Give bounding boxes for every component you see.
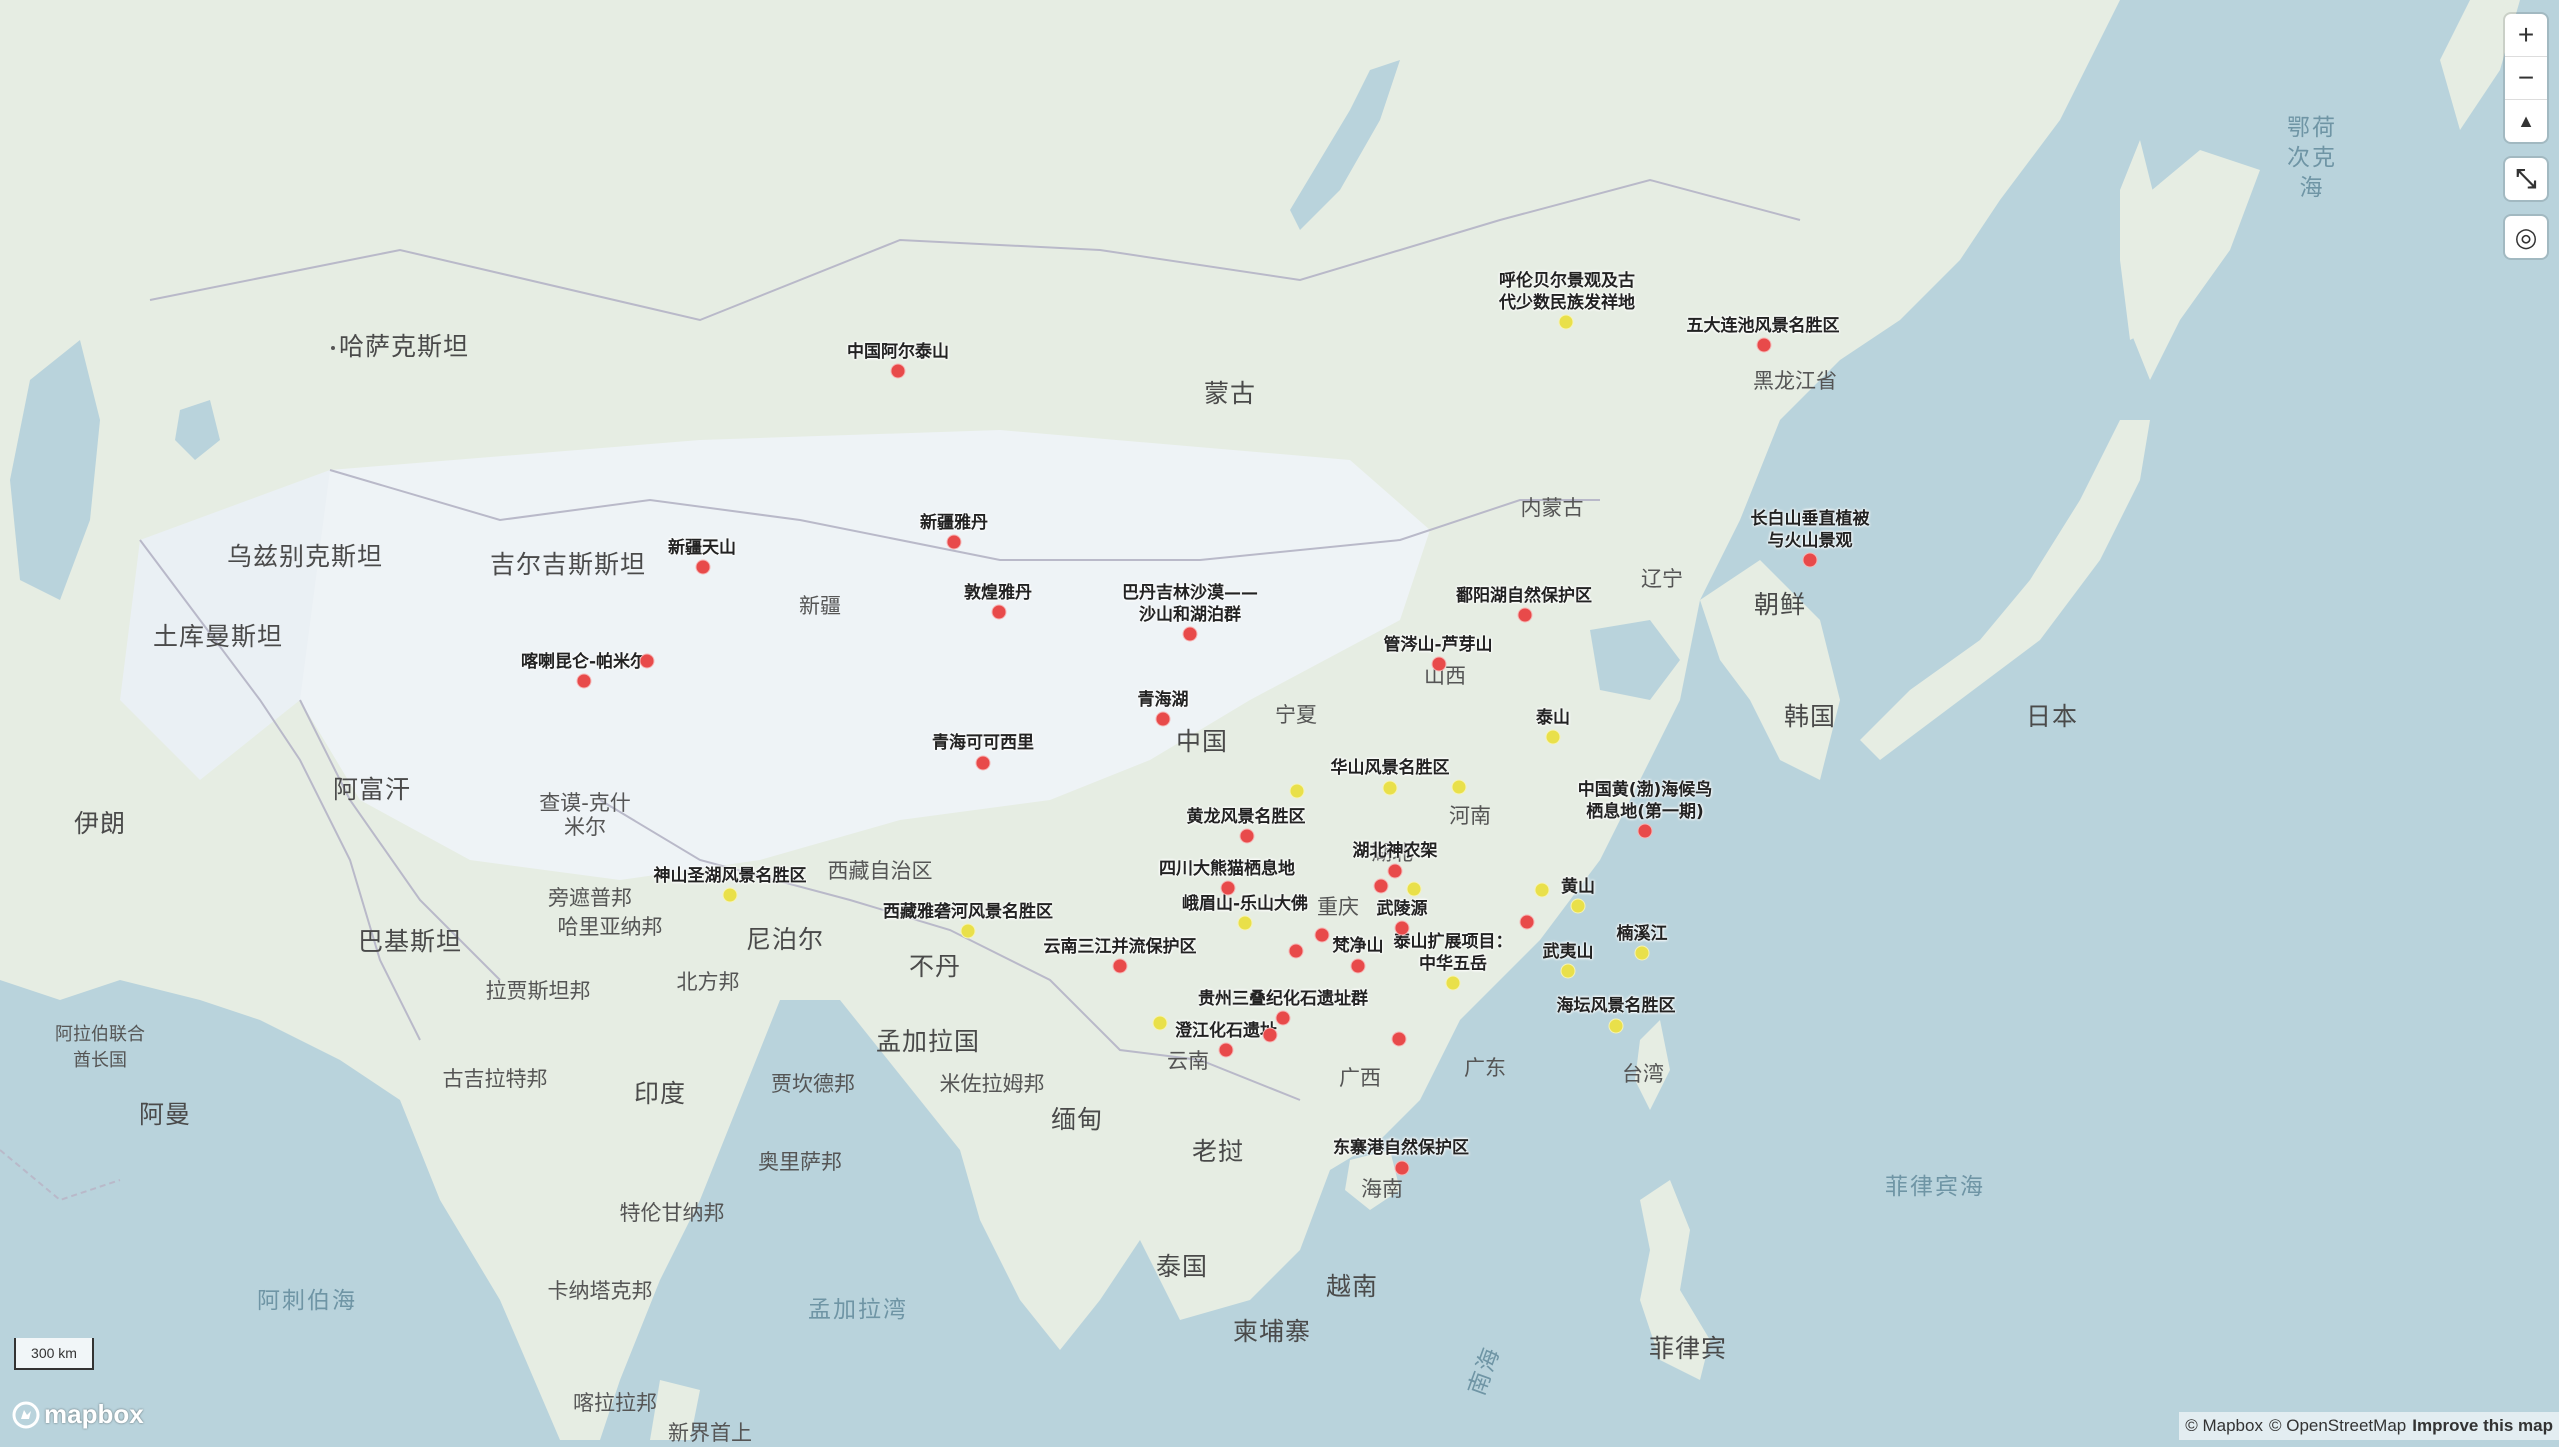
site-marker[interactable]	[1406, 881, 1422, 897]
site-marker[interactable]	[1394, 1160, 1410, 1176]
site-marker[interactable]	[576, 673, 592, 689]
zoom-in-button[interactable]: +	[2505, 14, 2547, 57]
site-marker[interactable]	[1394, 920, 1410, 936]
site-marker[interactable]	[1519, 914, 1535, 930]
geolocate-button[interactable]: ◎	[2505, 216, 2547, 258]
site-marker[interactable]	[1534, 882, 1550, 898]
fullscreen-control: ⤡	[2505, 158, 2547, 200]
plus-icon: +	[2517, 19, 2535, 50]
site-marker[interactable]	[1239, 828, 1255, 844]
site-marker[interactable]	[1350, 958, 1366, 974]
site-marker[interactable]	[722, 887, 738, 903]
site-marker[interactable]	[1289, 783, 1305, 799]
site-marker[interactable]	[1218, 1042, 1234, 1058]
site-marker[interactable]	[1451, 779, 1467, 795]
mapbox-logo[interactable]: mapbox	[12, 1399, 144, 1430]
site-marker[interactable]	[1570, 898, 1586, 914]
compass-icon: ▲	[2517, 110, 2535, 131]
site-marker[interactable]	[1517, 607, 1533, 623]
site-marker[interactable]	[1112, 958, 1128, 974]
exit-fullscreen-button[interactable]: ⤡	[2505, 158, 2547, 200]
site-marker[interactable]	[1802, 552, 1818, 568]
site-marker[interactable]	[1637, 823, 1653, 839]
site-marker[interactable]	[695, 559, 711, 575]
scale-bar: 300 km	[14, 1338, 94, 1370]
site-marker[interactable]	[1608, 1018, 1624, 1034]
minus-icon: −	[2517, 62, 2535, 93]
site-marker[interactable]	[1220, 880, 1236, 896]
site-marker[interactable]	[1288, 943, 1304, 959]
site-marker[interactable]	[1634, 945, 1650, 961]
compass-button[interactable]: ▲	[2505, 100, 2547, 142]
site-marker[interactable]	[1155, 711, 1171, 727]
site-marker[interactable]	[1431, 656, 1447, 672]
mapbox-icon	[12, 1401, 40, 1428]
zoom-control-group: + − ▲	[2505, 14, 2547, 142]
site-marker[interactable]	[1387, 863, 1403, 879]
mapbox-attribution-link[interactable]: © Mapbox	[2185, 1416, 2263, 1435]
target-icon: ◎	[2514, 221, 2538, 252]
site-marker[interactable]	[946, 534, 962, 550]
site-marker[interactable]	[1373, 878, 1389, 894]
site-marker[interactable]	[1391, 1031, 1407, 1047]
site-marker[interactable]	[1182, 626, 1198, 642]
site-marker[interactable]	[890, 363, 906, 379]
site-marker[interactable]	[1152, 1015, 1168, 1031]
site-marker[interactable]	[1545, 729, 1561, 745]
site-marker[interactable]	[1382, 780, 1398, 796]
site-marker[interactable]	[1237, 915, 1253, 931]
site-marker[interactable]	[975, 755, 991, 771]
site-marker[interactable]	[1314, 927, 1330, 943]
site-marker[interactable]	[1756, 337, 1772, 353]
site-marker[interactable]	[1560, 963, 1576, 979]
site-marker[interactable]	[960, 923, 976, 939]
geolocate-control: ◎	[2505, 216, 2547, 258]
site-marker[interactable]	[1262, 1027, 1278, 1043]
improve-map-link[interactable]: Improve this map	[2412, 1416, 2553, 1435]
site-marker[interactable]	[1275, 1010, 1291, 1026]
site-marker[interactable]	[1445, 975, 1461, 991]
zoom-out-button[interactable]: −	[2505, 57, 2547, 100]
attribution-bar: © Mapbox © OpenStreetMap Improve this ma…	[2179, 1412, 2559, 1440]
site-marker[interactable]	[991, 604, 1007, 620]
site-marker[interactable]	[1558, 314, 1574, 330]
shrink-icon: ⤡	[2515, 163, 2537, 193]
osm-attribution-link[interactable]: © OpenStreetMap	[2268, 1416, 2407, 1435]
site-marker[interactable]	[639, 653, 655, 669]
